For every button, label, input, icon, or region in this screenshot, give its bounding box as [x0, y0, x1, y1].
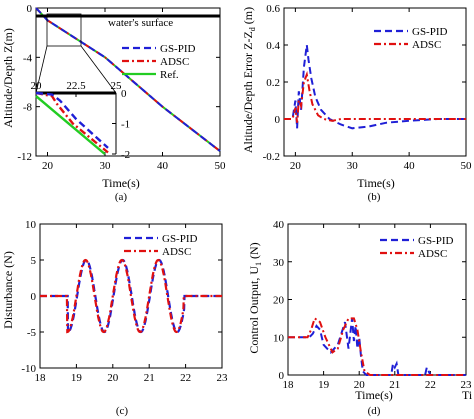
panel-b-ylabel-unit: (m) — [241, 7, 255, 27]
panel-c-ytick-label: -10 — [21, 363, 36, 375]
panel-d-ytick-label: 30 — [273, 257, 285, 269]
panel-a-zoom-connector — [35, 45, 48, 94]
panel-c-ytick-label: 0 — [31, 291, 37, 303]
panel-d-legend-label: ADSC — [418, 248, 447, 260]
panel-b-xtick-label: 50 — [461, 160, 473, 172]
panel-c-ytick-label: -5 — [27, 327, 37, 339]
panel-b-caption: (b) — [368, 191, 381, 203]
panel-a-ylabel: Altitude/Depth Z(m) — [1, 28, 15, 128]
panel-a-inset-ytick-label: 0 — [121, 88, 127, 100]
panel-a-xtick-label: 20 — [42, 160, 54, 172]
panel-d-ytick-label: 10 — [273, 332, 285, 344]
panel-a-ytick-label: -8 — [23, 102, 33, 114]
panel-d-legend-label: GS-PID — [418, 235, 454, 247]
panel-c-caption: (c) — [116, 405, 129, 417]
panel-a-inset-xtick-label: 20 — [31, 80, 43, 92]
panel-a-zoom-connector — [80, 45, 117, 94]
panel-a-zoom-region — [46, 13, 82, 47]
panel-d-ylabel-main: Control Output, U — [247, 266, 261, 354]
panel-b-series-gspid — [284, 44, 466, 130]
panel-a-plot-frame — [35, 7, 221, 157]
panel-d-caption: (d) — [368, 405, 381, 417]
panel-a-ytick-label: 0 — [27, 3, 33, 15]
panel-a-water-surface-label: water's surface — [108, 17, 173, 29]
panel-d-xlabel: Time(s) — [355, 388, 393, 402]
panel-b: Altitude/Depth Error Z-Zd (m) Time(s) (b… — [241, 3, 472, 203]
panel-b-legend-label: GS-PID — [412, 26, 448, 38]
panel-d: Control Output, U1 (N) Time(s) (d) 18 19 2… — [247, 219, 472, 417]
panel-a-ytick-label: -12 — [17, 151, 32, 163]
panel-b-xtick-label: 20 — [290, 160, 302, 172]
panel-c-ylabel: Disturbance (N) — [1, 251, 15, 329]
panel-d-ylabel: Control Output, U1 (N) — [247, 242, 263, 353]
right-edge-label: Ti — [462, 388, 473, 402]
panel-a-inset-series-adsc — [35, 91, 109, 154]
panel-c-xtick-label: 20 — [107, 372, 119, 384]
panel-a-ytick-label: -4 — [23, 52, 33, 64]
panel-b-xtick-label: 40 — [404, 160, 416, 172]
panel-a-legend-label: Ref. — [160, 69, 179, 81]
panel-d-xtick-label: 20 — [354, 379, 366, 391]
panel-d-xtick-label: 19 — [318, 379, 330, 391]
panel-d-ylabel-unit: (N) — [247, 242, 261, 262]
panel-a-xlabel: Time(s) — [102, 176, 140, 190]
panel-d-xtick-label: 23 — [461, 379, 473, 391]
panel-d-ylabel-sub: 1 — [254, 262, 263, 266]
panel-b-ytick-label: 0.2 — [266, 77, 280, 89]
panel-b-ylabel: Altitude/Depth Error Z-Zd (m) — [241, 7, 257, 153]
panel-c-xtick-label: 22 — [180, 372, 191, 384]
panel-a-inset-ytick-label: -1 — [121, 119, 130, 131]
panel-c-ytick-label: 5 — [31, 255, 37, 267]
panel-d-xtick-label: 18 — [283, 379, 295, 391]
panel-a-xtick-label: 30 — [100, 160, 112, 172]
panel-a-xtick-label: 40 — [157, 160, 169, 172]
panel-d-ytick-label: 20 — [273, 295, 285, 307]
panel-a-inset-xtick-label: 25 — [111, 80, 123, 92]
panel-a-inset-ytick-label: -2 — [121, 149, 130, 161]
panel-b-legend-label: ADSC — [412, 39, 441, 51]
panel-c-legend-label: GS-PID — [162, 233, 198, 245]
panel-b-xlabel: Time(s) — [357, 176, 395, 190]
panel-d-series-adsc — [288, 316, 466, 376]
panel-b-series-adsc — [284, 70, 466, 123]
panel-b-ylabel-main: Altitude/Depth Error Z-Z — [241, 31, 255, 153]
panel-d-ytick-label: 40 — [273, 219, 285, 231]
panel-b-ytick-label: 0.6 — [266, 3, 280, 15]
panel-c-xtick-label: 19 — [71, 372, 83, 384]
panel-a-legend-label: ADSC — [160, 56, 189, 68]
panel-c-ytick-label: 10 — [25, 219, 37, 231]
panel-c-series-adsc — [40, 258, 222, 334]
panel-c-xtick-label: 21 — [144, 372, 155, 384]
panel-b-ytick-label: 0.4 — [266, 40, 280, 52]
panel-c-xtick-label: 18 — [35, 372, 47, 384]
panel-c: Disturbance (N) (c) 18 19 20 21 22 23 10 5 0 -5 -1… — [1, 219, 228, 417]
panel-a-inset-series-gspid — [35, 91, 109, 149]
panel-a: Altitude/Depth Z(m) Time(s) (a) 20 30 40 50… — [1, 3, 226, 203]
panel-c-xtick-label: 23 — [217, 372, 229, 384]
panel-a-xtick-label: 50 — [215, 160, 227, 172]
panel-b-ytick-label: 0 — [275, 114, 281, 126]
panel-a-legend-label: GS-PID — [160, 43, 196, 55]
panel-b-ylabel-sub: d — [248, 27, 257, 31]
panel-a-caption: (a) — [115, 191, 128, 203]
panel-a-inset-series-ref — [35, 95, 106, 155]
panel-b-xtick-label: 30 — [347, 160, 359, 172]
panel-d-ytick-label: 0 — [279, 370, 285, 382]
panel-a-inset-xtick-label: 22.5 — [66, 80, 86, 92]
panel-d-xtick-label: 22 — [425, 379, 436, 391]
panel-d-xtick-label: 21 — [389, 379, 400, 391]
panel-d-series-gspid — [288, 318, 466, 376]
panel-c-legend-label: ADSC — [162, 246, 191, 258]
panel-b-ytick-label: -0.2 — [263, 151, 280, 163]
